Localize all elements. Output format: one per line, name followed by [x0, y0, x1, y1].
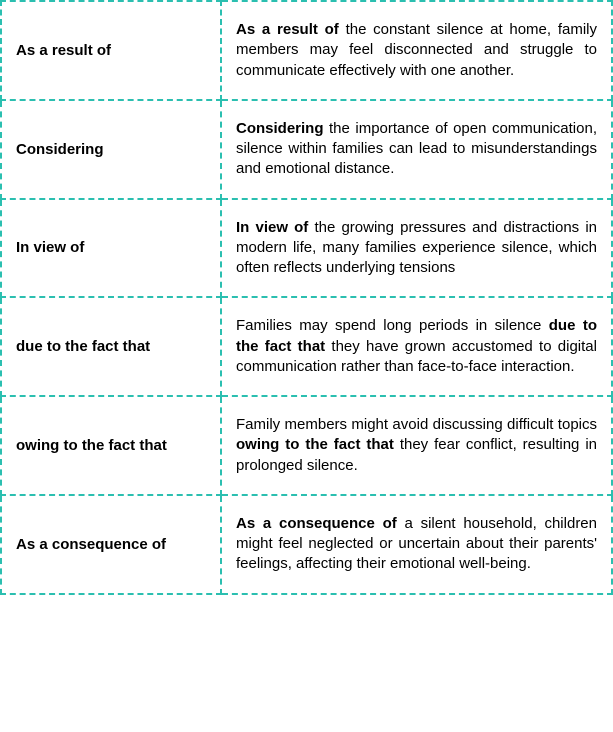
term-text: owing to the fact that — [16, 437, 167, 454]
phrase-table: As a result of As a result of the consta… — [0, 0, 613, 595]
term-cell: In view of — [0, 200, 222, 299]
term-cell: As a result of — [0, 0, 222, 101]
table-row: owing to the fact that Family members mi… — [0, 397, 613, 496]
term-cell: due to the fact that — [0, 298, 222, 397]
example-text: Families may spend long periods in silen… — [236, 316, 597, 377]
example-cell: As a result of the constant silence at h… — [222, 0, 613, 101]
example-cell: In view of the growing pressures and dis… — [222, 200, 613, 299]
example-text: Family members might avoid discussing di… — [236, 415, 597, 476]
term-text: Considering — [16, 141, 104, 158]
example-cell: Families may spend long periods in silen… — [222, 298, 613, 397]
example-cell: Family members might avoid discussing di… — [222, 397, 613, 496]
term-text: In view of — [16, 239, 84, 256]
table-row: As a result of As a result of the consta… — [0, 0, 613, 101]
term-cell: Considering — [0, 101, 222, 200]
term-text: As a result of — [16, 42, 111, 59]
table-row: As a consequence of As a consequence of … — [0, 496, 613, 595]
example-text: In view of the growing pressures and dis… — [236, 218, 597, 279]
example-text: As a consequence of a silent household, … — [236, 514, 597, 575]
term-text: As a consequence of — [16, 536, 166, 553]
example-text: As a result of the constant silence at h… — [236, 20, 597, 81]
example-cell: Considering the importance of open commu… — [222, 101, 613, 200]
term-text: due to the fact that — [16, 338, 150, 355]
table-row: due to the fact that Families may spend … — [0, 298, 613, 397]
term-cell: As a consequence of — [0, 496, 222, 595]
example-cell: As a consequence of a silent household, … — [222, 496, 613, 595]
term-cell: owing to the fact that — [0, 397, 222, 496]
table-row: Considering Considering the importance o… — [0, 101, 613, 200]
table-row: In view of In view of the growing pressu… — [0, 200, 613, 299]
example-text: Considering the importance of open commu… — [236, 119, 597, 180]
